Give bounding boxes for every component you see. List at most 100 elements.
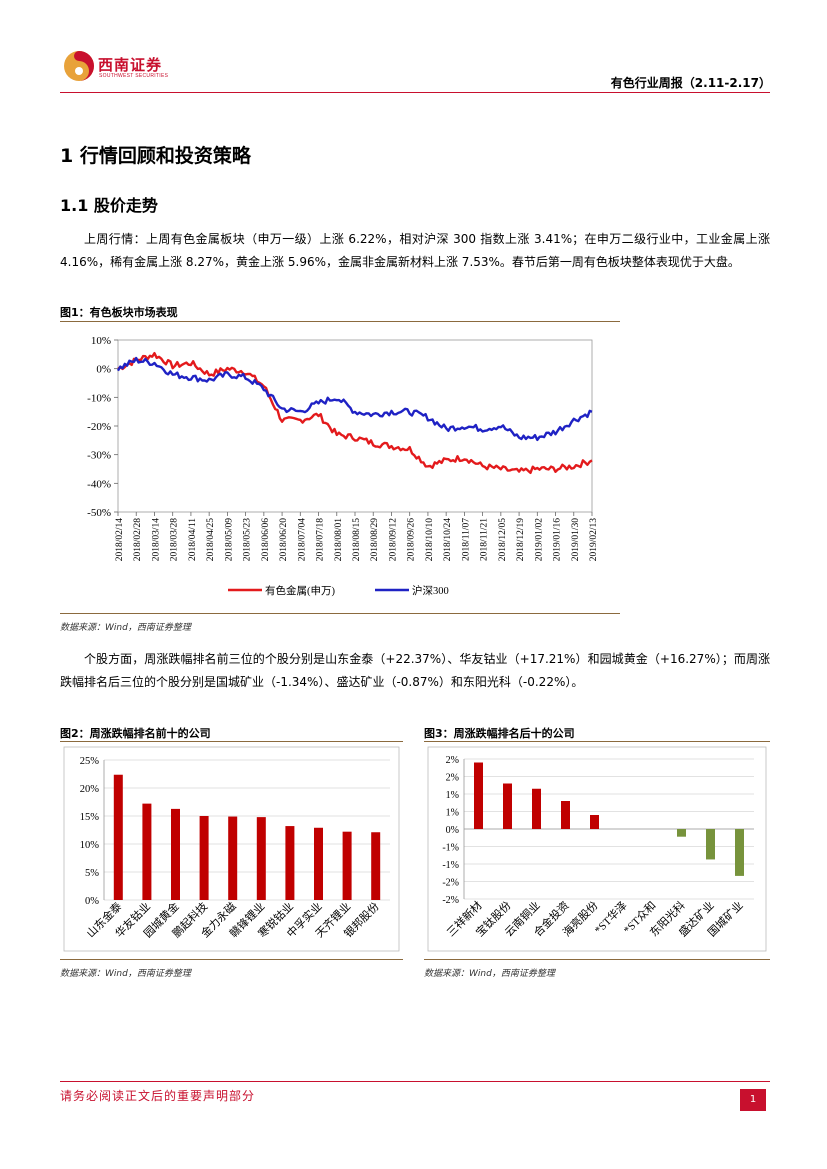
figure1-source: 数据来源：Wind，西南证券整理 [60,623,191,633]
chart-frame [63,746,400,952]
x-tick-label: 2018/06/20 [279,518,289,562]
y-tick-label: -40% [87,478,111,490]
x-tick-label: 2019/01/30 [571,518,581,562]
y-tick-label: 15% [80,812,100,823]
y-tick-label: 10% [91,335,111,347]
sector-performance-line-chart: 10% 0% -10% -20% -30% -40% -50% 2018/02/14 2018/… [87,335,599,597]
y-tick-label: 25% [80,756,100,767]
x-tick-label: 2018/06/06 [261,518,271,562]
y-tick-label: -50% [87,507,111,519]
x-tick-label: 2018/02/14 [115,518,125,562]
y-tick-label: 1% [446,808,459,819]
figure3-source: 数据来源：Wind，西南证券整理 [424,969,555,979]
x-tick-label: 2018/07/18 [316,518,326,562]
figure1-top-rule [60,321,620,322]
figure1-title: 图1：有色板块市场表现 [60,306,178,319]
chart-frame [427,746,767,952]
logo-subtitle: SOUTHWEST SECURITIES [99,73,169,79]
x-tick-label: 2019/02/13 [589,518,599,562]
bar [590,815,599,829]
y-tick-label: -1% [442,843,459,854]
bar [342,831,352,900]
logo-name: 西南证券 [98,56,163,74]
report-title: 有色行业周报（2.11-2.17） [610,76,771,90]
x-tick-label: 2018/08/01 [334,518,344,562]
x-tick-label: 2018/09/12 [388,518,398,562]
stock-ranking-paragraph: 个股方面，周涨跌幅排名前三位的个股分别是山东金泰（+22.37%）、华友钴业（+… [60,652,770,689]
x-tick-label: 2018/10/24 [443,518,453,562]
y-tick-label: 20% [80,784,100,795]
bottom-ten-bar-chart: 2%2%1%1%0%-1%-1%-2%-2%三祥新材宝钛股份云南铜业合金投资海亮… [427,746,767,952]
x-tick-label: 2018/10/10 [425,518,435,562]
x-tick-label: 2018/05/23 [243,518,253,562]
x-tick-label: 2018/02/28 [133,518,143,562]
bar [256,817,266,900]
x-tick-label: 2018/12/05 [498,518,508,562]
x-tick-label: 2018/09/26 [407,518,417,562]
x-tick-label: 2018/08/15 [352,518,362,562]
x-tick-label: 2019/01/16 [553,518,563,562]
footer-disclaimer: 请务必阅读正文后的重要声明部分 [60,1089,256,1103]
figure2-bottom-rule [60,959,403,960]
x-tick-label: 2018/11/21 [480,518,490,561]
y-tick-label: 5% [85,868,99,879]
x-tick-label: 2018/05/09 [224,518,234,562]
footer-rule [60,1081,770,1082]
x-tick-label: 2018/11/07 [461,518,471,561]
y-tick-label: -30% [87,450,111,462]
y-tick-label: -2% [442,895,459,906]
top-ten-bar-chart: 25%20%15%10%5%0%山东金泰华友钴业园城黄金鹏起科技金力永磁赣锋锂业… [63,746,400,952]
bar [371,832,381,900]
y-tick-label: 2% [446,755,459,766]
bar [113,774,123,900]
figure2-source: 数据来源：Wind，西南证券整理 [60,969,191,979]
y-tick-label: 0% [446,825,459,836]
x-tick-label: 2019/01/02 [534,518,544,562]
figure3-title: 图3：周涨跌幅排名后十的公司 [424,727,575,740]
x-tick-label: 2018/07/04 [297,518,307,562]
y-tick-label: -2% [442,878,459,889]
figure3-bottom-rule [424,959,770,960]
bar [503,783,512,829]
y-tick-label: -1% [442,860,459,871]
bar [314,827,323,900]
y-tick-label: 0% [85,896,99,907]
bar [706,829,715,860]
x-tick-label: 2018/03/14 [151,518,161,562]
bar [561,801,570,829]
logo-icon [64,51,94,81]
series-line-csi300 [116,356,593,442]
section-heading: 1 行情回顾和投资策略 [60,145,251,167]
y-tick-label: 0% [96,364,111,376]
legend-label: 有色金属(申万) [265,584,335,597]
x-tick-label: 2018/03/28 [170,518,180,562]
bar [228,816,238,900]
bar [199,816,209,900]
x-tick-label: 2018/08/29 [370,518,380,562]
bar [285,826,295,900]
figure2-title: 图2：周涨跌幅排名前十的公司 [60,727,211,740]
y-tick-label: -10% [87,392,111,404]
bar [735,829,744,876]
bar [171,808,180,900]
bar [142,803,152,900]
y-tick-label: 1% [446,790,459,801]
bar [677,829,686,837]
bar [532,788,541,829]
header-rule [60,92,770,93]
x-tick-label: 2018/04/11 [188,518,198,561]
y-tick-label: 10% [80,840,100,851]
figure1-bottom-rule [60,613,620,614]
y-tick-label: -20% [87,421,111,433]
bar [474,762,483,829]
market-review-paragraph: 上周行情：上周有色金属板块（申万一级）上涨 6.22%，相对沪深 300 指数上… [60,232,770,269]
legend-label: 沪深300 [412,584,449,597]
x-tick-label: 2018/04/25 [206,518,216,562]
figure2-top-rule [60,741,403,742]
page-number: 1 [740,1089,766,1111]
figure3-top-rule [424,741,770,742]
x-tick-label: 2018/12/19 [516,518,526,562]
series-line-nonferrous [117,352,593,475]
y-tick-label: 2% [446,773,459,784]
subsection-heading: 1.1 股价走势 [60,196,158,215]
